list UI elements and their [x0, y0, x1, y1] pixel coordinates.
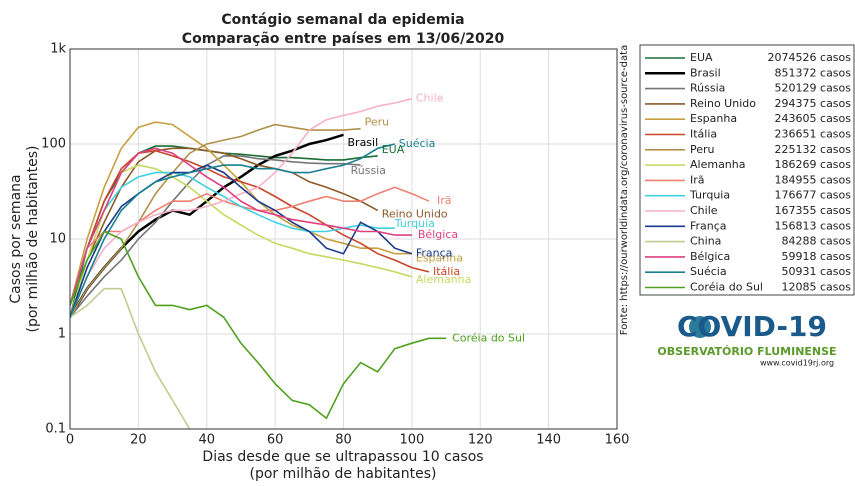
legend-label: Brasil — [690, 66, 721, 79]
series-line — [70, 155, 361, 318]
series-line — [70, 164, 413, 318]
legend-label: França — [690, 219, 727, 232]
series-line — [70, 164, 413, 318]
legend-label: EUA — [690, 51, 713, 64]
legend-cases: 236651 casos — [775, 128, 852, 141]
line-end-label: Irã — [437, 194, 452, 207]
x-tick-label: 160 — [605, 433, 630, 448]
line-end-label: Peru — [365, 116, 390, 129]
x-tick-label: 40 — [198, 433, 215, 448]
legend-label: Turquia — [689, 189, 730, 202]
x-tick-label: 140 — [536, 433, 561, 448]
chart-subtitle: Comparação entre países em 13/06/2020 — [182, 31, 505, 47]
y-tick-label: 100 — [41, 137, 66, 152]
legend-label: Peru — [690, 143, 715, 156]
legend-label: Chile — [690, 204, 718, 217]
line-end-label: EUA — [382, 143, 405, 156]
line-end-label: Chile — [416, 92, 444, 105]
legend-cases: 176677 casos — [775, 189, 852, 202]
series-line — [70, 97, 413, 318]
legend-cases: 294375 casos — [775, 97, 852, 110]
series-line — [70, 149, 430, 306]
legend-label: China — [690, 235, 721, 248]
plot-frame — [69, 48, 618, 430]
line-end-label: França — [416, 247, 453, 260]
legend-cases: 184955 casos — [775, 173, 852, 186]
legend-cases: 186269 casos — [775, 158, 852, 171]
x-tick-label: 20 — [130, 433, 147, 448]
legend-label: Irã — [690, 173, 705, 186]
y-tick-label: 0.1 — [45, 422, 66, 437]
legend-label: Bélgica — [690, 250, 730, 263]
logo: COVID-19 OBSERVATÓRIO FLUMINENSE www.cov… — [657, 310, 836, 368]
line-end-label: Suécia — [399, 137, 436, 150]
logo-title: COVID-19 — [677, 310, 827, 343]
line-end-label: Turquia — [394, 217, 435, 230]
y-tick-label: 1 — [58, 327, 66, 342]
logo-virus — [689, 316, 711, 338]
series-line — [70, 123, 361, 318]
legend-label: Alemanha — [690, 158, 746, 171]
legend-label: Coréia do Sul — [690, 281, 763, 294]
line-end-label: Espanha — [416, 252, 463, 265]
x-tick-label: 0 — [66, 433, 74, 448]
logo-url: www.covid19rj.org — [760, 359, 834, 368]
y-axis-label: (por milhão de habitantes) — [25, 146, 41, 333]
line-end-label: Brasil — [348, 136, 379, 149]
x-tick-label: 60 — [267, 433, 284, 448]
line-end-label: Bélgica — [418, 228, 458, 241]
chart-title: Contágio semanal da epidemia — [221, 12, 464, 28]
x-tick-label: 120 — [468, 433, 493, 448]
legend-cases: 59918 casos — [782, 250, 852, 263]
line-end-label: Alemanha — [416, 273, 472, 286]
legend-label: Itália — [690, 128, 717, 141]
legend-label: Reino Unido — [690, 97, 756, 110]
logo-subtitle: OBSERVATÓRIO FLUMINENSE — [657, 345, 836, 358]
legend-cases: 2074526 casos — [768, 51, 852, 64]
series-line — [70, 147, 412, 306]
line-end-label: Itália — [433, 265, 460, 278]
legend-label: Suécia — [690, 265, 727, 278]
x-axis-label: Dias desde que se ultrapassou 10 casos — [202, 449, 483, 465]
series-line — [70, 121, 412, 306]
legend-cases: 84288 casos — [782, 235, 852, 248]
x-axis-label: (por milhão de habitantes) — [250, 466, 437, 482]
series-line — [70, 171, 395, 306]
y-axis-label: Casos por semana — [8, 174, 24, 303]
legend-cases: 243605 casos — [775, 112, 852, 125]
series-line — [70, 230, 447, 420]
line-end-label: Coréia do Sul — [452, 331, 525, 344]
legend-cases: 156813 casos — [775, 219, 852, 232]
series-line — [70, 143, 395, 318]
legend-cases: 12085 casos — [782, 281, 852, 294]
x-tick-label: 80 — [335, 433, 352, 448]
legend-cases: 520129 casos — [775, 82, 852, 95]
x-tick-label: 100 — [399, 433, 424, 448]
legend-box — [639, 44, 855, 296]
y-tick-label: 10 — [49, 232, 66, 247]
y-tick-label: 1k — [50, 42, 66, 57]
legend-cases: 851372 casos — [775, 66, 852, 79]
line-end-label: Rússia — [351, 164, 386, 177]
legend-cases: 225132 casos — [775, 143, 852, 156]
source-note: Fonte: https://ourworldindata.org/corona… — [619, 45, 630, 335]
legend-label: Espanha — [690, 112, 737, 125]
legend-cases: 50931 casos — [782, 265, 852, 278]
line-end-label: Reino Unido — [382, 207, 448, 220]
legend-label: Rússia — [690, 82, 725, 95]
series-line — [70, 287, 191, 429]
legend-cases: 167355 casos — [775, 204, 852, 217]
